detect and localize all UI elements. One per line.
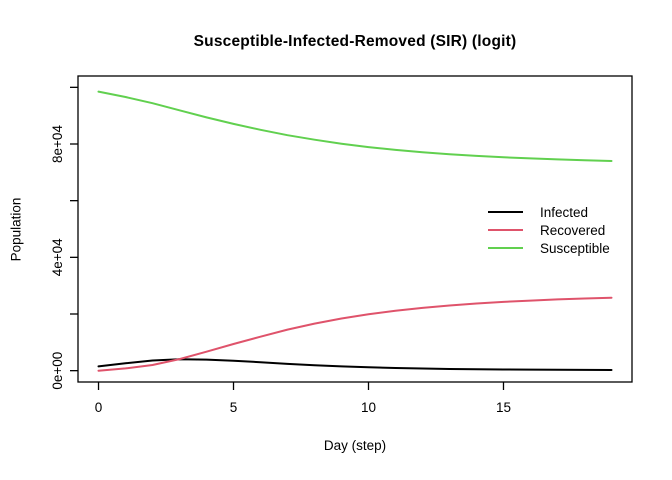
legend-item-susceptible: Susceptible bbox=[488, 239, 610, 257]
y-tick-label: 8e+04 bbox=[50, 125, 65, 163]
legend-line-recovered bbox=[488, 229, 523, 231]
series-line-infected bbox=[97, 358, 613, 371]
y-tick-label: 0e+00 bbox=[50, 352, 65, 390]
x-axis-label: Day (step) bbox=[323, 438, 387, 453]
series-line-susceptible bbox=[97, 90, 613, 162]
x-tick-label: 0 bbox=[95, 400, 103, 415]
y-tick-label: 4e+04 bbox=[50, 238, 65, 276]
y-axis-label: Population bbox=[8, 197, 24, 262]
legend-label-infected: Infected bbox=[540, 204, 589, 220]
legend: Infected Recovered Susceptible bbox=[488, 203, 610, 257]
x-tick-label: 15 bbox=[496, 400, 511, 415]
x-tick-label: 5 bbox=[230, 400, 238, 415]
x-tick-label: 10 bbox=[361, 400, 376, 415]
legend-line-infected bbox=[488, 211, 523, 213]
legend-item-infected: Infected bbox=[488, 203, 610, 221]
legend-item-recovered: Recovered bbox=[488, 221, 610, 239]
legend-label-susceptible: Susceptible bbox=[540, 240, 610, 256]
series-line-recovered bbox=[97, 296, 613, 372]
plot-box bbox=[77, 75, 633, 383]
legend-label-recovered: Recovered bbox=[540, 222, 606, 238]
chart-title: Susceptible-Infected-Removed (SIR) (logi… bbox=[193, 33, 517, 50]
legend-line-susceptible bbox=[488, 247, 523, 249]
